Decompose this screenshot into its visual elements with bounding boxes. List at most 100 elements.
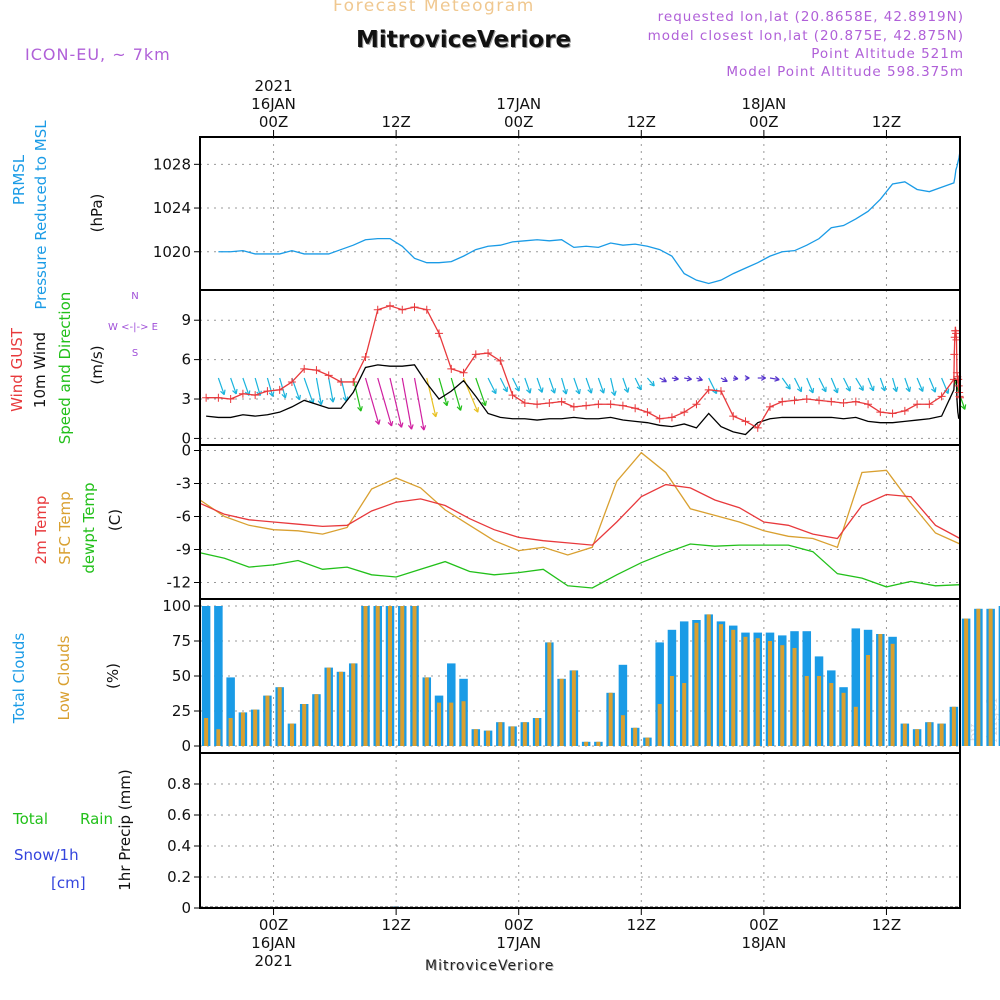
wind-barb bbox=[475, 377, 487, 406]
wind-barb bbox=[793, 377, 802, 392]
panel-frame-prmsl bbox=[199, 136, 961, 291]
dewpt-label: dewpt Temp bbox=[80, 482, 98, 573]
wind-barb bbox=[806, 377, 814, 394]
panel-frame-wind bbox=[199, 289, 961, 446]
wind-barb bbox=[597, 377, 605, 394]
wind-barb bbox=[941, 377, 949, 394]
gust-marker bbox=[373, 305, 382, 314]
low-cloud-bar bbox=[768, 641, 772, 746]
wind-barb-head bbox=[317, 399, 324, 406]
low-cloud-bar bbox=[596, 741, 601, 746]
y-tick-label: 1024 bbox=[153, 199, 191, 217]
wind-barb-head bbox=[673, 375, 679, 382]
gust-marker bbox=[214, 393, 223, 402]
y-tick-label: 0.8 bbox=[167, 775, 191, 793]
wind-barb bbox=[879, 377, 886, 392]
wind-barb-head bbox=[538, 387, 544, 393]
gust-marker bbox=[398, 305, 407, 314]
wind-barb bbox=[659, 377, 667, 383]
wind-barb-head bbox=[869, 385, 875, 392]
wind-barb bbox=[315, 377, 322, 405]
wind-barb-head bbox=[821, 386, 827, 393]
low-cloud-bar bbox=[571, 670, 576, 746]
y-tick-label: 1028 bbox=[153, 155, 191, 173]
low-cloud-bar bbox=[363, 606, 368, 746]
total-cloud-bar bbox=[998, 606, 1000, 746]
temp-unit: (C) bbox=[106, 509, 124, 531]
total-cloud-bar bbox=[655, 642, 664, 746]
wind-barb bbox=[401, 377, 413, 430]
low-cloud-bar bbox=[694, 622, 699, 746]
gust-marker bbox=[729, 412, 738, 421]
wind-barb-head bbox=[808, 387, 815, 394]
gust-marker bbox=[704, 385, 713, 394]
wind-barb-head bbox=[473, 407, 479, 413]
wind-barb-head bbox=[774, 376, 780, 382]
low-cloud-bar bbox=[878, 634, 883, 746]
gust-marker bbox=[643, 408, 652, 417]
wind-barb-head bbox=[760, 375, 766, 381]
gust-marker bbox=[336, 377, 345, 386]
prmsl-line bbox=[218, 151, 961, 285]
low-cloud-bar bbox=[866, 655, 871, 746]
x-tick-label-bottom: 12Z bbox=[381, 916, 410, 934]
wind-barb-head bbox=[232, 388, 238, 395]
wind-barb bbox=[217, 377, 225, 395]
low-cloud-bar bbox=[902, 723, 907, 746]
wind-barb-head bbox=[686, 375, 692, 382]
precip-unit: 1hr Precip (mm) bbox=[116, 769, 134, 890]
low-cloud-bar bbox=[400, 606, 405, 746]
low-cloud-bar bbox=[817, 676, 822, 746]
wind-barb-head bbox=[550, 388, 557, 394]
compass-s: S bbox=[132, 348, 138, 359]
low-cloud-bar bbox=[829, 683, 834, 746]
gust-marker bbox=[324, 371, 333, 380]
gust-marker bbox=[471, 350, 480, 359]
low-cloud-bar bbox=[253, 709, 258, 746]
y-tick-label: -3 bbox=[176, 475, 191, 493]
date-label-bottom: 16JAN bbox=[251, 934, 296, 952]
x-tick-label-top: 00Z bbox=[259, 113, 288, 131]
low-cloud-bar bbox=[645, 737, 650, 746]
low-cloud-bar bbox=[682, 683, 687, 746]
gust-marker bbox=[692, 400, 701, 409]
wind-barb bbox=[242, 377, 250, 396]
low-cloud-bar bbox=[351, 663, 356, 746]
wind-barb bbox=[426, 377, 437, 417]
wind-barb bbox=[524, 377, 531, 394]
wind-barb bbox=[610, 377, 616, 396]
low-cloud-bar bbox=[535, 718, 540, 746]
low-cloud-bar bbox=[473, 729, 478, 746]
total-cloud-bar bbox=[851, 628, 861, 746]
wind-barb-head bbox=[905, 386, 912, 393]
gust-marker bbox=[520, 398, 529, 407]
wind-barb bbox=[585, 377, 593, 394]
wind-barb-head bbox=[785, 384, 791, 390]
low-cloud-bar bbox=[792, 648, 797, 746]
wind-barb-head bbox=[329, 397, 336, 403]
location-title: MitroviceVeriore bbox=[356, 27, 572, 53]
wind-barb-head bbox=[610, 390, 617, 396]
gust-marker bbox=[766, 402, 774, 411]
low-clouds-label: Low Clouds bbox=[55, 635, 73, 720]
wind-barb bbox=[646, 377, 655, 387]
total-cloud-bar bbox=[226, 677, 235, 746]
low-cloud-bar bbox=[375, 606, 380, 746]
model-label: ICON-EU, ~ 7km bbox=[25, 45, 171, 64]
prmsl-label-long: Pressure Reduced to MSL bbox=[32, 120, 50, 310]
gust-marker bbox=[802, 395, 811, 404]
closest-coords: model closest lon,lat (20.875E, 42.875N) bbox=[647, 28, 964, 44]
y-tick-label: 0.4 bbox=[167, 837, 191, 855]
gust-marker bbox=[508, 391, 517, 400]
wind-barb-head bbox=[281, 392, 288, 399]
y-tick-label: 0 bbox=[181, 429, 191, 447]
wind-barb-head bbox=[456, 405, 463, 411]
wind-barb bbox=[781, 377, 791, 390]
low-cloud-bar bbox=[204, 718, 209, 746]
gust-marker bbox=[741, 417, 750, 426]
y-tick-label: -6 bbox=[176, 508, 191, 526]
wind-barb-head bbox=[357, 406, 363, 412]
gust-marker bbox=[569, 402, 578, 411]
